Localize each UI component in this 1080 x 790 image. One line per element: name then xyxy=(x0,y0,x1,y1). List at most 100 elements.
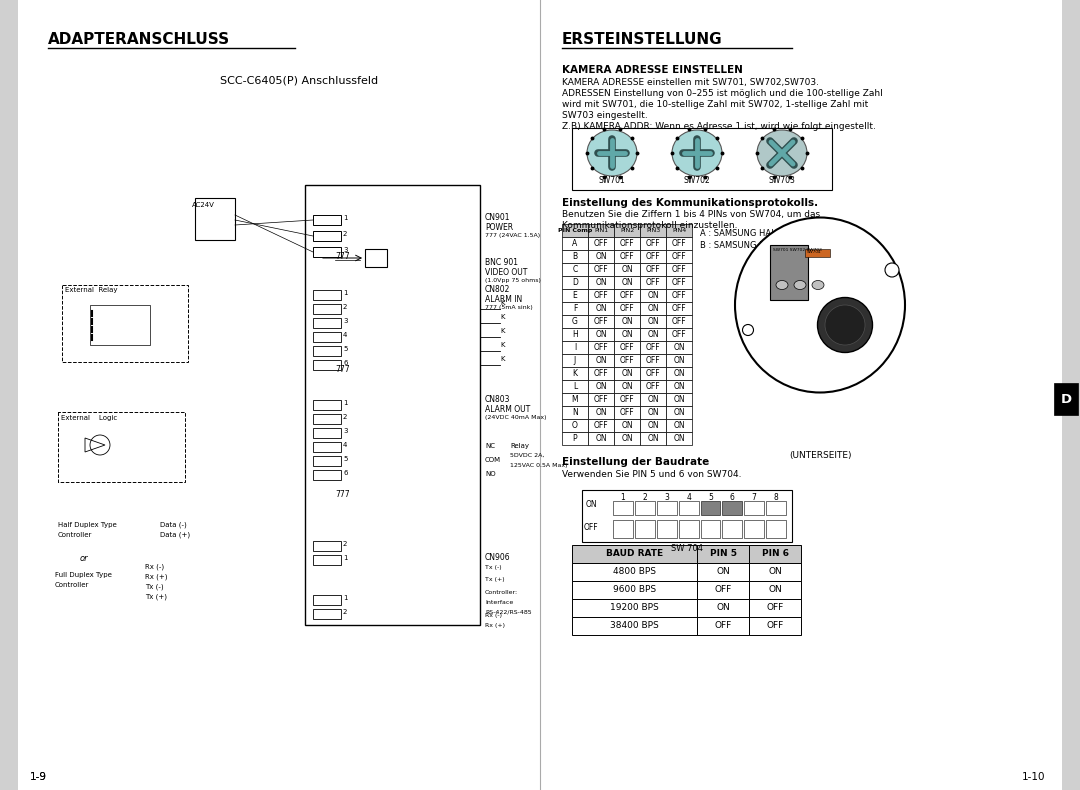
Bar xyxy=(678,520,699,538)
Text: A: A xyxy=(572,239,578,248)
Text: Relay: Relay xyxy=(510,443,529,449)
Bar xyxy=(697,581,750,599)
Text: ON: ON xyxy=(621,369,633,378)
Text: SCC-C6405(P) Anschlussfeld: SCC-C6405(P) Anschlussfeld xyxy=(220,75,378,85)
Text: ON: ON xyxy=(673,395,685,404)
Bar xyxy=(666,315,692,328)
Text: 4: 4 xyxy=(686,493,691,502)
Text: KAMERA ADRESSE EINSTELLEN: KAMERA ADRESSE EINSTELLEN xyxy=(562,65,743,75)
Ellipse shape xyxy=(757,130,807,176)
Text: 3: 3 xyxy=(343,247,348,253)
Bar xyxy=(613,501,633,515)
Text: D: D xyxy=(572,278,578,287)
Bar xyxy=(640,289,666,302)
Text: 1: 1 xyxy=(621,493,625,502)
Bar xyxy=(615,224,640,237)
Text: OFF: OFF xyxy=(620,304,634,313)
Text: OFF: OFF xyxy=(646,265,660,274)
Text: ON: ON xyxy=(595,330,607,339)
Text: 38400 BPS: 38400 BPS xyxy=(610,622,659,630)
Bar xyxy=(588,406,615,419)
Ellipse shape xyxy=(825,305,865,345)
Text: Controller:: Controller: xyxy=(485,590,518,595)
Text: Rx (-): Rx (-) xyxy=(145,564,164,570)
Bar xyxy=(562,302,588,315)
Text: ADAPTERANSCHLUSS: ADAPTERANSCHLUSS xyxy=(48,32,230,47)
Text: ON: ON xyxy=(673,382,685,391)
Bar xyxy=(588,250,615,263)
Text: ON: ON xyxy=(621,317,633,326)
Text: ON: ON xyxy=(647,434,659,443)
Bar xyxy=(640,380,666,393)
Bar xyxy=(313,456,341,466)
Bar xyxy=(666,341,692,354)
Text: 2: 2 xyxy=(343,304,348,310)
Bar xyxy=(640,302,666,315)
Bar xyxy=(588,224,615,237)
Text: Tx (+): Tx (+) xyxy=(145,594,167,600)
Bar xyxy=(723,501,742,515)
Text: C: C xyxy=(572,265,578,274)
Text: OFF: OFF xyxy=(672,265,686,274)
Text: 1: 1 xyxy=(343,215,348,221)
Text: ALARM OUT: ALARM OUT xyxy=(485,405,530,414)
Text: ERSTEINSTELLUNG: ERSTEINSTELLUNG xyxy=(562,32,723,47)
Text: ON: ON xyxy=(595,356,607,365)
Text: OFF: OFF xyxy=(714,585,731,595)
Bar xyxy=(1062,0,1080,790)
Bar xyxy=(313,318,341,328)
Bar xyxy=(640,406,666,419)
Bar xyxy=(640,341,666,354)
Text: 9600 BPS: 9600 BPS xyxy=(613,585,656,595)
Text: OFF: OFF xyxy=(672,330,686,339)
Text: Controller: Controller xyxy=(58,532,93,538)
Bar xyxy=(588,237,615,250)
Text: OFF: OFF xyxy=(620,356,634,365)
Bar xyxy=(697,599,750,617)
Text: ON: ON xyxy=(621,278,633,287)
Text: (1.0Vpp 75 ohms): (1.0Vpp 75 ohms) xyxy=(485,278,541,283)
Text: 1: 1 xyxy=(343,400,348,406)
Text: Rx (-): Rx (-) xyxy=(485,613,502,618)
Text: ON: ON xyxy=(673,343,685,352)
Bar xyxy=(615,250,640,263)
Text: ON: ON xyxy=(621,330,633,339)
Bar xyxy=(365,249,387,267)
Text: PIN2: PIN2 xyxy=(620,228,634,233)
Text: OFF: OFF xyxy=(620,291,634,300)
Text: OFF: OFF xyxy=(646,382,660,391)
Bar xyxy=(313,332,341,342)
Text: Einstellung des Kommunikationsprotokolls.: Einstellung des Kommunikationsprotokolls… xyxy=(562,198,819,208)
Text: Z.B) KAMERA ADDR: Wenn es Adresse 1 ist, wird wie folgt eingestellt.: Z.B) KAMERA ADDR: Wenn es Adresse 1 ist,… xyxy=(562,122,876,131)
Bar xyxy=(657,520,677,538)
Text: COM: COM xyxy=(485,457,501,463)
Text: ON: ON xyxy=(673,369,685,378)
Bar xyxy=(640,367,666,380)
Bar xyxy=(766,501,786,515)
Bar xyxy=(313,346,341,356)
Text: 777: 777 xyxy=(335,490,350,499)
Text: ON: ON xyxy=(647,317,659,326)
Text: Tx (+): Tx (+) xyxy=(485,577,504,582)
Bar xyxy=(562,328,588,341)
Bar xyxy=(723,520,742,538)
Text: OFF: OFF xyxy=(584,524,598,532)
Text: OFF: OFF xyxy=(672,317,686,326)
Bar xyxy=(635,520,654,538)
Text: Verwenden Sie PIN 5 und 6 von SW704.: Verwenden Sie PIN 5 und 6 von SW704. xyxy=(562,470,742,479)
Text: External    Logic: External Logic xyxy=(60,415,118,421)
Text: Rx (+): Rx (+) xyxy=(145,574,167,581)
Bar xyxy=(640,393,666,406)
Bar xyxy=(615,419,640,432)
Text: ON: ON xyxy=(595,304,607,313)
Bar xyxy=(666,328,692,341)
Text: 1-10: 1-10 xyxy=(1022,772,1045,782)
Text: 2: 2 xyxy=(343,609,348,615)
Bar xyxy=(195,198,235,240)
Text: B: B xyxy=(572,252,578,261)
Text: ON: ON xyxy=(595,434,607,443)
Text: O: O xyxy=(572,421,578,430)
Text: ON: ON xyxy=(716,604,730,612)
Text: PIN1: PIN1 xyxy=(594,228,608,233)
Bar xyxy=(313,555,341,565)
